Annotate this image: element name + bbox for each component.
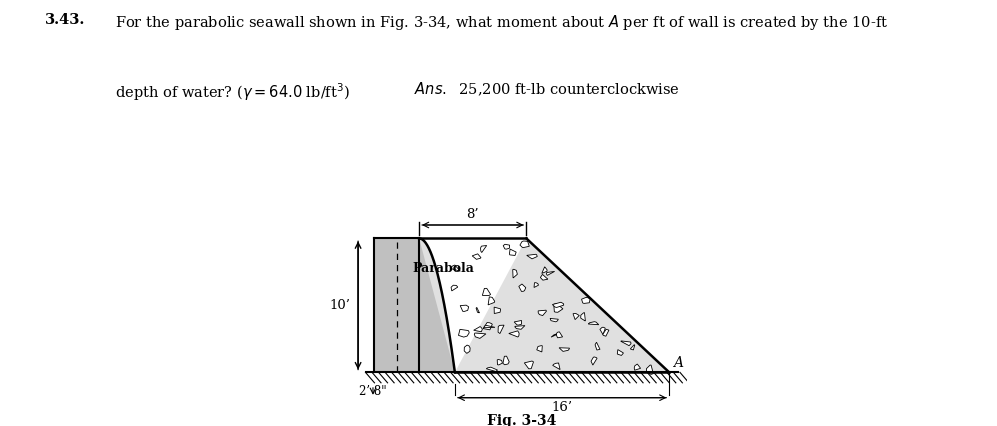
Polygon shape — [518, 284, 525, 291]
Polygon shape — [634, 364, 641, 370]
Polygon shape — [581, 297, 590, 303]
Polygon shape — [559, 348, 569, 351]
Text: Fig. 3-34: Fig. 3-34 — [488, 414, 556, 426]
Polygon shape — [487, 367, 498, 371]
Polygon shape — [550, 319, 558, 322]
Polygon shape — [481, 245, 487, 253]
Polygon shape — [498, 360, 502, 365]
Text: 10’: 10’ — [330, 299, 351, 312]
Polygon shape — [375, 239, 455, 372]
Polygon shape — [556, 332, 562, 338]
Polygon shape — [509, 249, 516, 256]
Polygon shape — [498, 325, 504, 334]
Polygon shape — [621, 341, 631, 345]
Polygon shape — [451, 265, 461, 271]
Polygon shape — [475, 333, 486, 338]
Text: 8’: 8’ — [467, 208, 479, 222]
Polygon shape — [534, 283, 538, 288]
Polygon shape — [477, 308, 480, 313]
Polygon shape — [489, 297, 495, 305]
Text: 2’ 8": 2’ 8" — [359, 385, 387, 398]
Polygon shape — [552, 363, 560, 370]
Polygon shape — [552, 302, 563, 308]
Polygon shape — [512, 269, 517, 278]
Polygon shape — [502, 356, 509, 365]
Polygon shape — [538, 310, 546, 316]
Polygon shape — [520, 241, 529, 248]
Polygon shape — [617, 350, 623, 355]
Text: 3.43.: 3.43. — [45, 13, 85, 27]
Polygon shape — [514, 320, 521, 325]
Polygon shape — [451, 285, 458, 291]
Text: depth of water? ($\gamma = 64.0$ lb/ft$^3$): depth of water? ($\gamma = 64.0$ lb/ft$^… — [115, 81, 350, 103]
Polygon shape — [591, 357, 597, 365]
Polygon shape — [580, 313, 585, 321]
Polygon shape — [602, 329, 609, 336]
Text: A: A — [673, 356, 683, 370]
Text: 16’: 16’ — [551, 401, 572, 414]
Polygon shape — [541, 267, 547, 273]
Polygon shape — [484, 325, 495, 328]
Polygon shape — [514, 325, 524, 329]
Polygon shape — [461, 305, 469, 311]
Polygon shape — [573, 314, 579, 320]
Polygon shape — [524, 361, 533, 369]
Polygon shape — [526, 254, 537, 259]
Polygon shape — [551, 334, 556, 337]
Polygon shape — [419, 239, 669, 372]
Polygon shape — [508, 331, 519, 337]
Text: $\it{Ans.}$  25,200 ft-lb counterclockwise: $\it{Ans.}$ 25,200 ft-lb counterclockwis… — [414, 81, 680, 98]
Polygon shape — [465, 345, 471, 353]
Polygon shape — [646, 365, 653, 374]
Polygon shape — [546, 271, 554, 275]
Text: For the parabolic seawall shown in Fig. 3-34, what moment about $A$ per ft of wa: For the parabolic seawall shown in Fig. … — [115, 13, 888, 32]
Polygon shape — [503, 244, 509, 249]
Polygon shape — [484, 322, 493, 330]
Polygon shape — [588, 322, 599, 325]
Polygon shape — [473, 254, 481, 259]
Polygon shape — [540, 274, 547, 280]
Polygon shape — [600, 327, 605, 334]
Polygon shape — [553, 303, 563, 312]
Polygon shape — [536, 345, 542, 352]
Text: Parabola: Parabola — [412, 262, 474, 275]
Polygon shape — [495, 307, 500, 314]
Polygon shape — [483, 288, 491, 296]
Polygon shape — [630, 345, 635, 350]
Polygon shape — [474, 327, 483, 332]
Polygon shape — [595, 342, 600, 350]
Polygon shape — [459, 329, 470, 337]
